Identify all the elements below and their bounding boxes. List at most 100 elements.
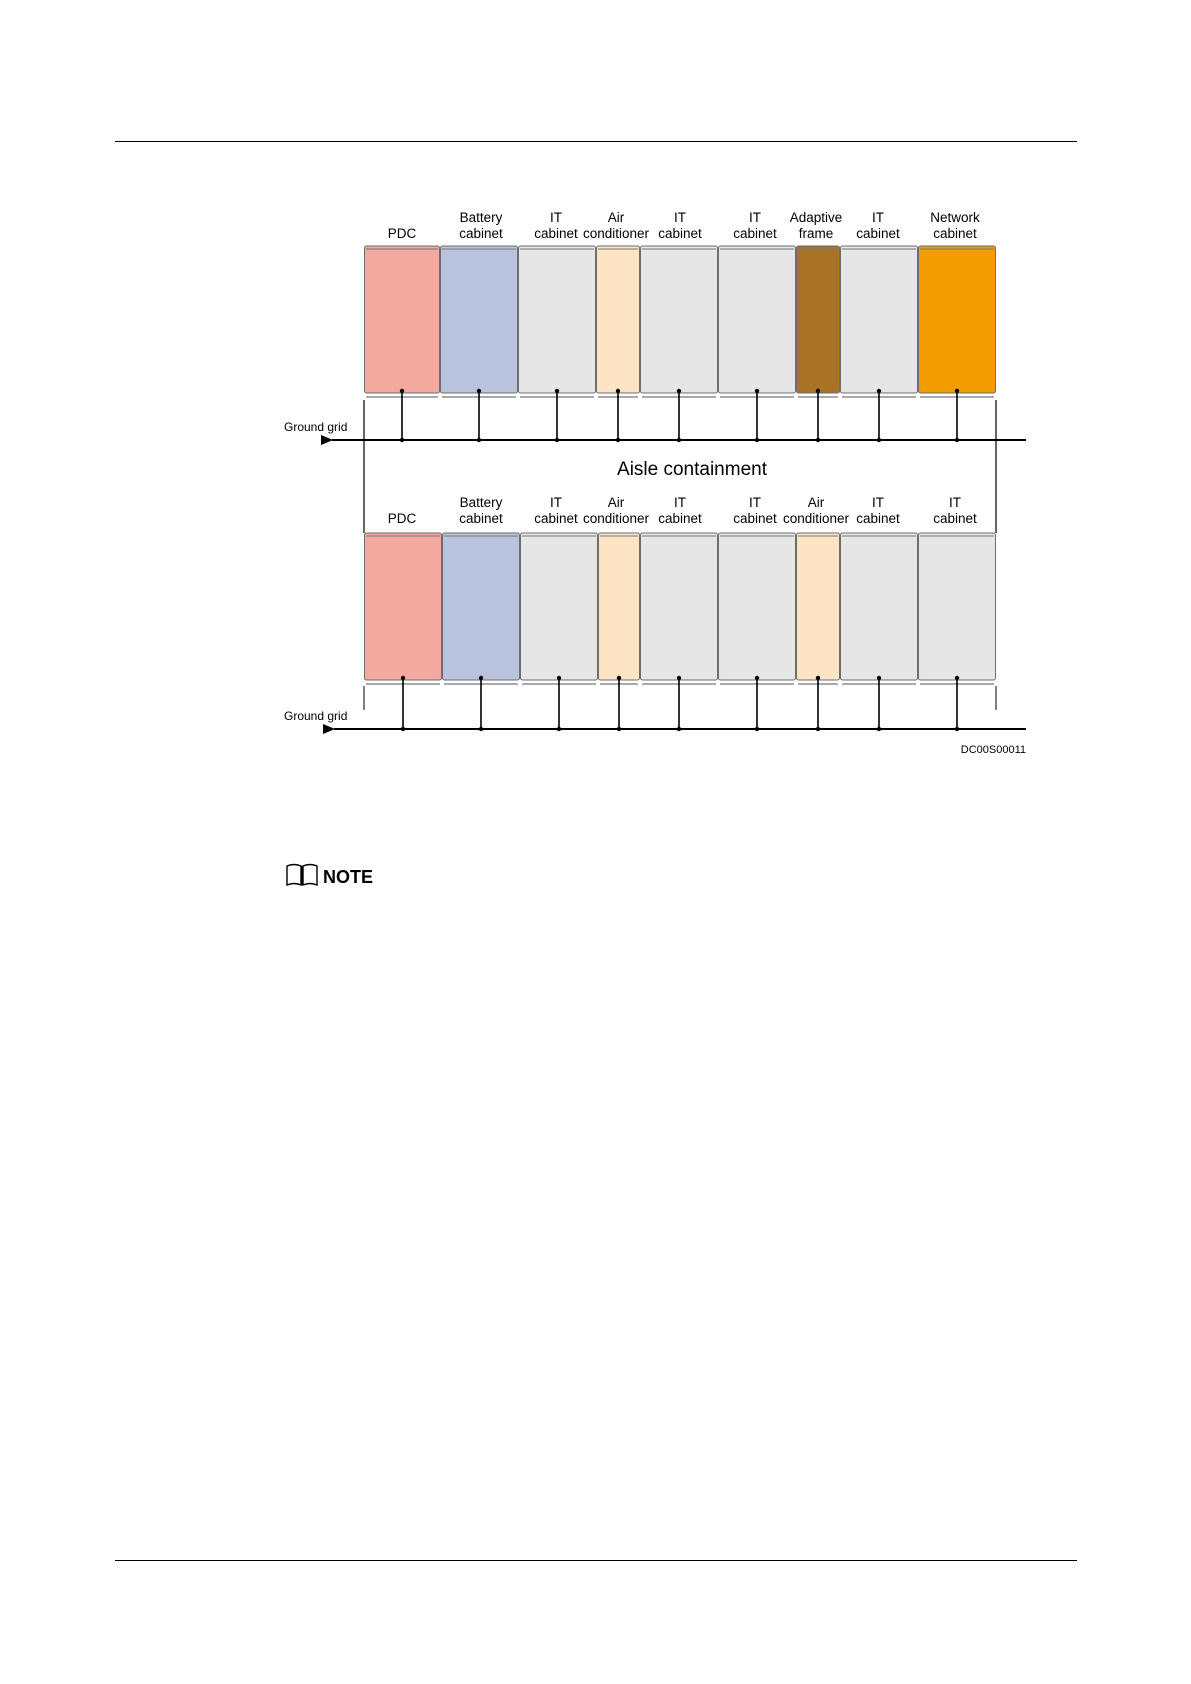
label-line: Air — [608, 210, 625, 225]
top-cabinet-label-9: Network cabinet — [930, 210, 980, 241]
bottom-cabinet-2 — [442, 532, 520, 681]
aisle-containment-label: Aisle containment — [617, 459, 768, 480]
top-ground-point-1 — [399, 388, 405, 394]
bottom-cabinet-1 — [364, 532, 442, 681]
label-line: IT — [550, 495, 562, 510]
bottom-ground-point-7 — [815, 675, 821, 681]
figure-id: DC00S00011 — [961, 744, 1026, 756]
label-line: Air — [808, 495, 825, 510]
top-cabinet-label-8: IT cabinet — [856, 210, 900, 241]
bottom-cabinet-label-2: Battery cabinet — [459, 495, 503, 526]
bottom-ground-point-5 — [676, 675, 682, 681]
top-ground-point-4 — [615, 388, 621, 394]
top-ground-point-3 — [554, 388, 560, 394]
bottom-ground-point-8 — [876, 675, 882, 681]
bottom-cabinet-7 — [796, 532, 840, 681]
bottom-cabinet-6 — [718, 532, 796, 681]
label-line: Adaptive — [790, 210, 843, 225]
top-ground-point-8 — [876, 388, 882, 394]
bottom-ground-point-2 — [478, 675, 484, 681]
label-line: cabinet — [733, 226, 777, 241]
label-line: cabinet — [856, 511, 900, 526]
bottom-cabinet-9 — [918, 532, 996, 681]
bottom-ground-point-3 — [556, 675, 562, 681]
top-cabinet-5 — [640, 245, 718, 394]
bottom-cabinet-3 — [520, 532, 598, 681]
label-line: cabinet — [856, 226, 900, 241]
top-ground-point-2 — [476, 388, 482, 394]
top-cabinet-3 — [518, 245, 596, 394]
top-ground-point-9 — [954, 388, 960, 394]
label-line: Battery — [460, 495, 503, 510]
bottom-cabinet-label-1: PDC — [388, 511, 417, 526]
bottom-cabinet-label-9: IT cabinet — [933, 495, 977, 526]
label-line: PDC — [388, 511, 417, 526]
top-cabinet-label-3: IT cabinet — [534, 210, 578, 241]
label-line: Air — [608, 495, 625, 510]
top-cabinet-label-2: Battery cabinet — [459, 210, 503, 241]
bottom-cabinet-label-3: IT cabinet — [534, 495, 578, 526]
top-cabinet-label-6: IT cabinet — [733, 210, 777, 241]
top-cabinet-8 — [840, 245, 918, 394]
top-cabinet-2 — [440, 245, 518, 394]
top-cabinet-6 — [718, 245, 796, 394]
label-line: cabinet — [534, 511, 578, 526]
bottom-cabinet-5 — [640, 532, 718, 681]
bottom-cabinet-label-8: IT cabinet — [856, 495, 900, 526]
label-line: Network — [930, 210, 980, 225]
bottom-ground-point-1 — [400, 675, 406, 681]
label-line: cabinet — [658, 226, 702, 241]
bottom-cabinet-label-7: Air conditioner — [783, 495, 850, 526]
note-label: NOTE — [323, 866, 374, 887]
bottom-cabinet-4 — [598, 532, 640, 681]
label-line: IT — [872, 495, 884, 510]
bottom-cabinet-8 — [840, 532, 918, 681]
bottom-cabinet-label-4: Air conditioner — [583, 495, 650, 526]
top-ground-point-6 — [754, 388, 760, 394]
label-line: cabinet — [733, 511, 777, 526]
label-line: cabinet — [658, 511, 702, 526]
top-cabinet-label-5: IT cabinet — [658, 210, 702, 241]
top-cabinet-4 — [596, 245, 640, 394]
book-icon — [285, 863, 319, 892]
label-line: IT — [949, 495, 961, 510]
ground-grid-label-bottom: Ground grid — [284, 709, 347, 723]
bottom-cabinet-label-6: IT cabinet — [733, 495, 777, 526]
label-line: IT — [550, 210, 562, 225]
label-line: IT — [749, 495, 761, 510]
label-line: cabinet — [933, 511, 977, 526]
top-cabinet-1 — [364, 245, 440, 394]
label-line: PDC — [388, 226, 417, 241]
top-cabinet-7 — [796, 245, 840, 394]
label-line: Battery — [460, 210, 503, 225]
bottom-ground-point-9 — [954, 675, 960, 681]
top-cabinet-label-7: Adaptive frame — [790, 210, 843, 241]
label-line: IT — [749, 210, 761, 225]
header-rule — [115, 141, 1077, 142]
label-line: conditioner — [583, 511, 650, 526]
label-line: IT — [674, 495, 686, 510]
bottom-cabinet-label-5: IT cabinet — [658, 495, 702, 526]
ground-grid-label-top: Ground grid — [284, 420, 347, 434]
top-ground-point-7 — [815, 388, 821, 394]
bottom-ground-point-6 — [754, 675, 760, 681]
label-line: cabinet — [459, 226, 503, 241]
label-line: cabinet — [459, 511, 503, 526]
label-line: IT — [872, 210, 884, 225]
label-line: IT — [674, 210, 686, 225]
top-ground-point-5 — [676, 388, 682, 394]
bottom-ground-point-4 — [616, 675, 622, 681]
note-heading: NOTE — [285, 863, 374, 892]
label-line: cabinet — [933, 226, 977, 241]
label-line: conditioner — [783, 511, 850, 526]
label-line: cabinet — [534, 226, 578, 241]
footer-rule — [115, 1560, 1077, 1561]
ground-wiring — [321, 388, 1026, 734]
top-cabinet-label-1: PDC — [388, 226, 417, 241]
top-cabinet-label-4: Air conditioner — [583, 210, 650, 241]
label-line: frame — [799, 226, 834, 241]
label-line: conditioner — [583, 226, 650, 241]
